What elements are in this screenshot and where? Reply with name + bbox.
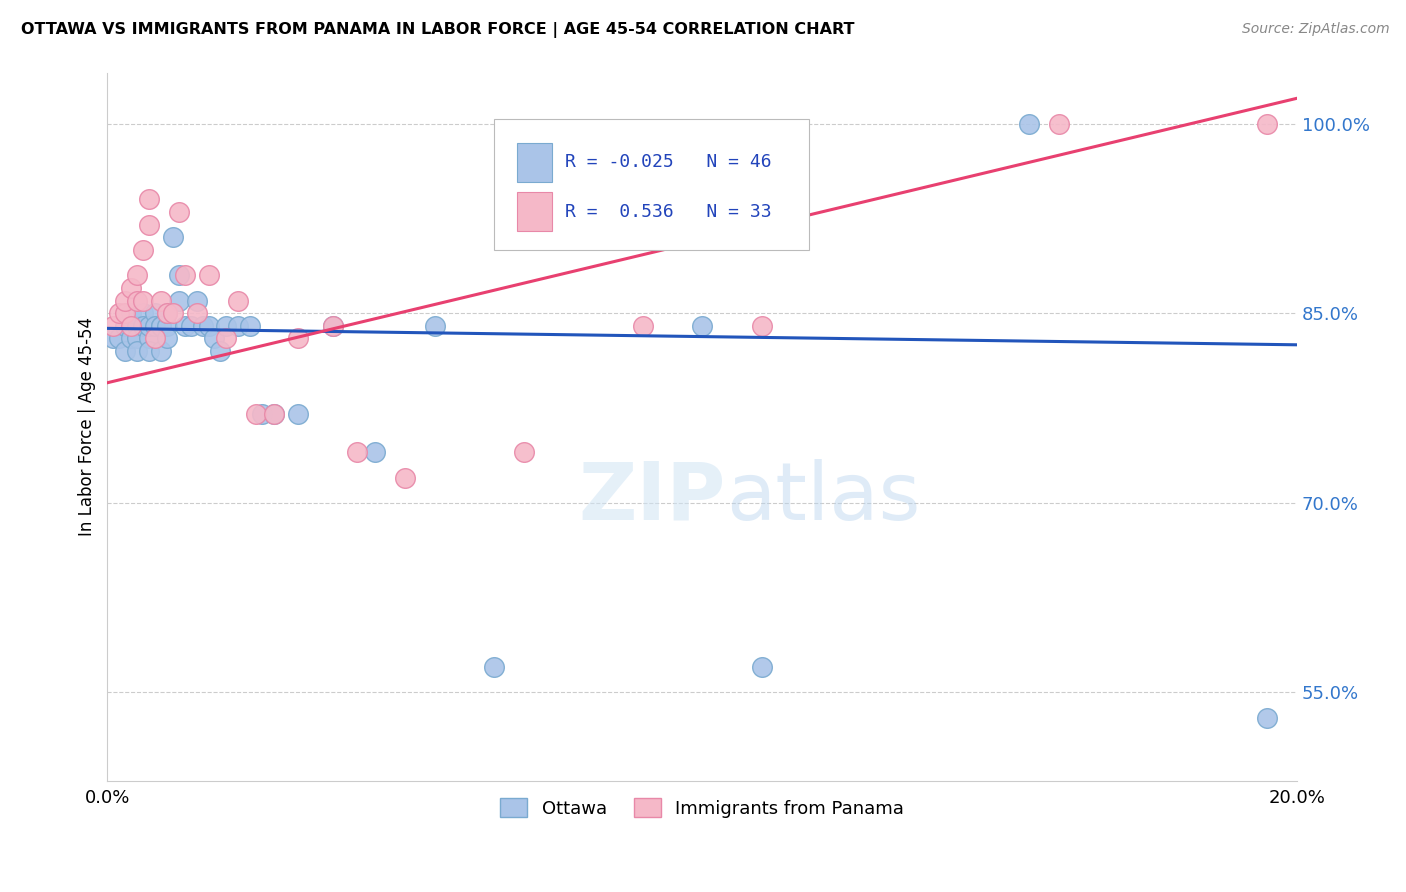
Point	[1256, 711, 1278, 725]
Text: atlas: atlas	[725, 458, 921, 537]
Point	[114, 293, 136, 308]
Point	[103, 331, 125, 345]
Point	[250, 408, 273, 422]
Point	[690, 318, 713, 333]
Point	[138, 193, 160, 207]
Point	[346, 445, 368, 459]
Point	[114, 318, 136, 333]
Point	[120, 281, 142, 295]
Point	[751, 318, 773, 333]
Y-axis label: In Labor Force | Age 45-54: In Labor Force | Age 45-54	[79, 318, 96, 536]
Point	[191, 318, 214, 333]
Point	[287, 331, 309, 345]
Legend: Ottawa, Immigrants from Panama: Ottawa, Immigrants from Panama	[494, 791, 911, 825]
Point	[167, 268, 190, 283]
Point	[197, 268, 219, 283]
Point	[263, 408, 285, 422]
Point	[156, 306, 179, 320]
Point	[173, 268, 195, 283]
Point	[127, 268, 149, 283]
Point	[245, 408, 267, 422]
Point	[156, 306, 179, 320]
Point	[167, 205, 190, 219]
Text: R =  0.536   N = 33: R = 0.536 N = 33	[565, 202, 772, 220]
Point	[120, 318, 142, 333]
Point	[180, 318, 202, 333]
Point	[138, 218, 160, 232]
Point	[197, 318, 219, 333]
Point	[162, 306, 184, 320]
Point	[751, 660, 773, 674]
Point	[127, 344, 149, 359]
Text: Source: ZipAtlas.com: Source: ZipAtlas.com	[1241, 22, 1389, 37]
Point	[127, 318, 149, 333]
Point	[167, 293, 190, 308]
Point	[394, 470, 416, 484]
Point	[127, 331, 149, 345]
FancyBboxPatch shape	[494, 119, 810, 250]
Point	[132, 293, 155, 308]
Text: R = -0.025   N = 46: R = -0.025 N = 46	[565, 153, 772, 171]
Point	[156, 318, 179, 333]
Point	[143, 306, 166, 320]
Point	[209, 344, 232, 359]
Point	[1018, 117, 1040, 131]
FancyBboxPatch shape	[516, 193, 553, 231]
Point	[226, 318, 249, 333]
Point	[114, 306, 136, 320]
Point	[103, 318, 125, 333]
Point	[132, 243, 155, 257]
Point	[215, 318, 238, 333]
Point	[149, 344, 172, 359]
Point	[127, 293, 149, 308]
Point	[149, 293, 172, 308]
Point	[513, 445, 536, 459]
Text: OTTAWA VS IMMIGRANTS FROM PANAMA IN LABOR FORCE | AGE 45-54 CORRELATION CHART: OTTAWA VS IMMIGRANTS FROM PANAMA IN LABO…	[21, 22, 855, 38]
Point	[215, 331, 238, 345]
Point	[132, 318, 155, 333]
Point	[1256, 117, 1278, 131]
Point	[149, 318, 172, 333]
Point	[162, 230, 184, 244]
Point	[173, 318, 195, 333]
Point	[186, 293, 208, 308]
Point	[186, 306, 208, 320]
Point	[204, 331, 226, 345]
Point	[482, 660, 505, 674]
Point	[143, 331, 166, 345]
Point	[1047, 117, 1070, 131]
Point	[322, 318, 344, 333]
Point	[226, 293, 249, 308]
Point	[156, 331, 179, 345]
Point	[138, 331, 160, 345]
Point	[322, 318, 344, 333]
Text: ZIP: ZIP	[579, 458, 725, 537]
Point	[631, 318, 654, 333]
Point	[120, 331, 142, 345]
Point	[108, 306, 131, 320]
Point	[287, 408, 309, 422]
Point	[114, 344, 136, 359]
Point	[120, 306, 142, 320]
Point	[423, 318, 446, 333]
FancyBboxPatch shape	[516, 143, 553, 182]
Point	[132, 306, 155, 320]
Point	[263, 408, 285, 422]
Point	[239, 318, 262, 333]
Point	[108, 331, 131, 345]
Point	[143, 318, 166, 333]
Point	[364, 445, 387, 459]
Point	[149, 318, 172, 333]
Point	[138, 344, 160, 359]
Point	[138, 318, 160, 333]
